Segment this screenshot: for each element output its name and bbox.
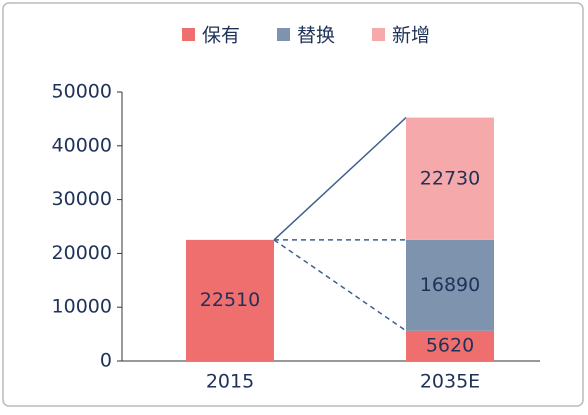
y-tick-label: 50000 [52,81,112,103]
x-tick-label: 2015 [206,371,254,393]
data-label: 22730 [420,167,480,189]
y-tick-label: 20000 [52,242,112,264]
legend-swatch [277,28,290,41]
connector [273,117,407,241]
y-tick-label: 30000 [52,188,112,210]
legend-swatch [372,28,385,41]
bar-segment [186,239,274,361]
data-label: 22510 [200,289,260,311]
y-tick-label: 10000 [52,296,112,318]
legend-label: 替换 [297,25,335,47]
x-tick-label: 2035E [420,371,480,393]
legend-label: 保有 [202,25,240,47]
data-label: 16890 [420,274,480,296]
legend-swatch [182,28,195,41]
data-label: 5620 [426,334,474,356]
bar-segment [406,330,494,361]
bar-segment [406,117,494,240]
y-tick-label: 0 [100,350,112,372]
legend-label: 新增 [392,25,430,47]
y-tick-label: 40000 [52,134,112,156]
bar-segment [406,239,494,331]
